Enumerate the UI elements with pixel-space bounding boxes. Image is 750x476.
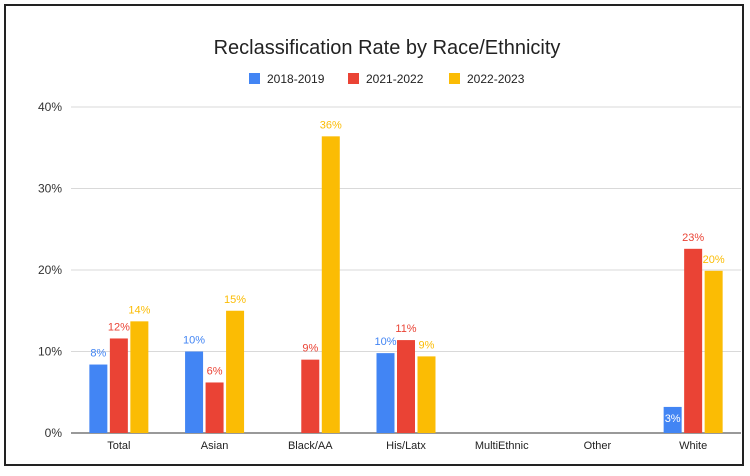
chart-title: Reclassification Rate by Race/Ethnicity [214, 37, 561, 59]
data-label: 14% [128, 304, 150, 316]
bar [321, 136, 340, 433]
legend-label: 2021-2022 [366, 72, 424, 86]
x-tick-label: Total [107, 440, 130, 452]
legend-swatch [348, 73, 359, 84]
x-tick-label: Black/AA [288, 440, 333, 452]
data-label: 6% [207, 365, 223, 377]
bar [663, 406, 682, 433]
y-tick-label: 20% [38, 263, 62, 277]
legend-swatch [249, 73, 260, 84]
x-tick-label: MultiEthnic [475, 440, 529, 452]
legend-label: 2018-2019 [267, 72, 325, 86]
data-label: 20% [703, 254, 725, 266]
y-tick-label: 0% [45, 426, 63, 440]
bar [109, 338, 128, 433]
x-axis: Total Asian Black/AA His/Latx MultiEthnic Oth… [107, 440, 707, 452]
data-label: 8% [90, 348, 106, 360]
legend-label: 2022-2023 [467, 72, 525, 86]
data-labels: 8%12%14%10%6%15%9%36%10%11%9%3%23%20% [90, 119, 724, 425]
y-tick-label: 40% [38, 100, 62, 114]
bar [704, 270, 723, 433]
x-tick-label: White [679, 440, 707, 452]
bar [417, 356, 436, 433]
chart-legend: 2018-2019 2021-2022 2022-2023 [249, 72, 525, 86]
bar [397, 340, 415, 433]
bar [130, 321, 149, 433]
x-tick-label: Asian [201, 440, 229, 452]
data-label: 10% [374, 336, 396, 348]
data-label: 36% [320, 119, 342, 131]
bar [89, 364, 108, 433]
data-label: 9% [419, 339, 435, 351]
bars [89, 136, 723, 433]
bar [226, 310, 245, 433]
x-tick-label: His/Latx [386, 440, 426, 452]
bar [205, 382, 224, 433]
bar [301, 359, 320, 433]
chart-frame: Reclassification Rate by Race/Ethnicity … [4, 4, 744, 466]
bar [185, 351, 204, 433]
bar-chart: Reclassification Rate by Race/Ethnicity … [38, 37, 741, 452]
data-label: 15% [224, 294, 246, 306]
y-tick-label: 10% [38, 345, 62, 359]
legend-swatch [449, 73, 460, 84]
bar [684, 248, 703, 433]
data-label: 12% [108, 321, 130, 333]
data-label: 9% [302, 343, 318, 355]
data-label: 23% [682, 232, 704, 244]
data-label: 10% [183, 335, 205, 347]
bar [376, 353, 395, 433]
data-label: 3% [665, 413, 681, 425]
y-tick-label: 30% [38, 182, 62, 196]
data-label: 11% [395, 323, 416, 335]
x-tick-label: Other [584, 440, 612, 452]
